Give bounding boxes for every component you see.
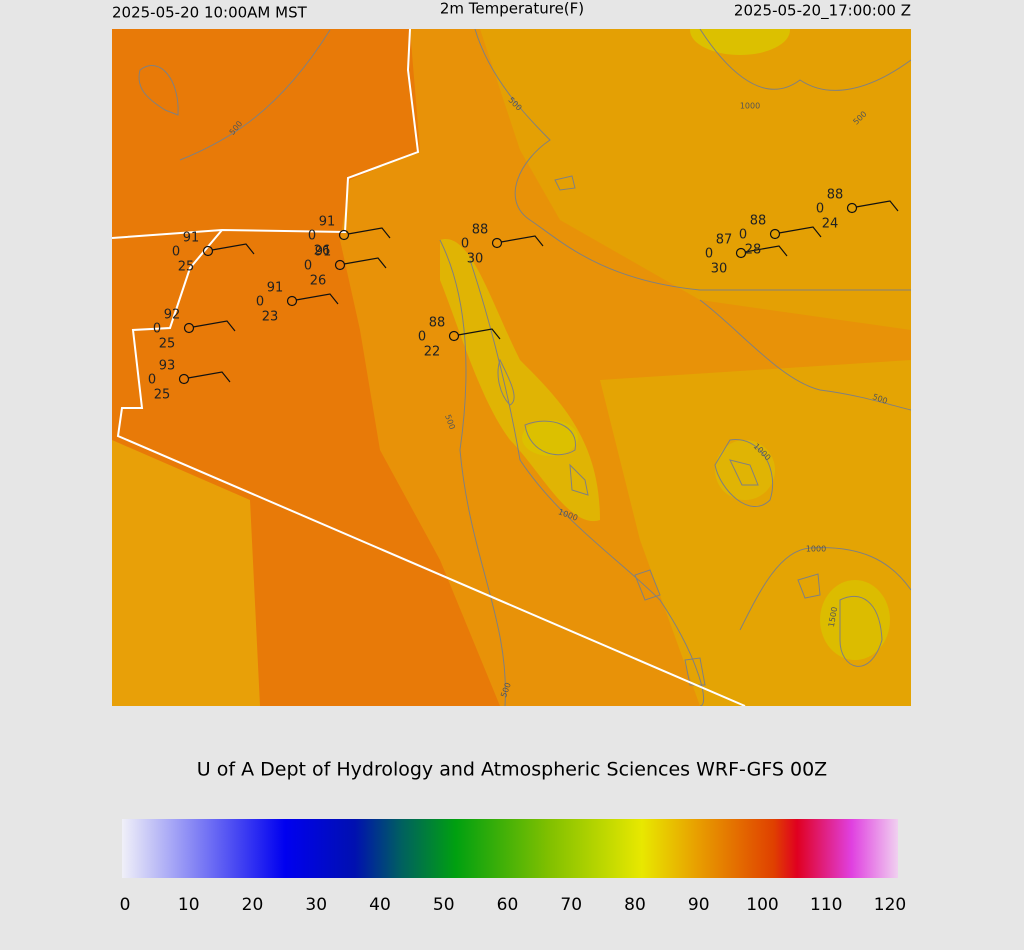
- dewpoint: 25: [159, 337, 176, 352]
- temperature: 88: [750, 214, 767, 229]
- dewpoint: 23: [262, 310, 279, 325]
- station-marker: [183, 322, 195, 334]
- temperature: 88: [472, 223, 489, 238]
- colorbar-tick-label: 10: [178, 895, 200, 915]
- wind-barb: [343, 257, 387, 269]
- pressure-flag: 0: [304, 259, 312, 274]
- dewpoint: 30: [711, 262, 728, 277]
- contour-label: 1000: [806, 545, 826, 554]
- dewpoint: 26: [314, 244, 331, 259]
- colorbar-tick-label: 40: [369, 895, 391, 915]
- colorbar-tick-label: 60: [497, 895, 519, 915]
- contour-label: 1000: [740, 102, 760, 111]
- pressure-flag: 0: [739, 228, 747, 243]
- colorbar-ticks: 0 10 20 30 40 50 60 70 80 90 100 110 120: [120, 895, 907, 915]
- wind-barb: [192, 320, 236, 332]
- colorbar-tick-label: 70: [560, 895, 582, 915]
- pressure-flag: 0: [461, 237, 469, 252]
- colorbar-tick-label: 120: [874, 895, 906, 915]
- wind-barb: [211, 243, 255, 255]
- pressure-flag: 0: [256, 295, 264, 310]
- colorbar-tick-label: 90: [688, 895, 710, 915]
- colorbar-tick-label: 0: [120, 895, 131, 915]
- peak: [715, 440, 775, 500]
- colorbar-tick-label: 110: [810, 895, 842, 915]
- wind-barb: [347, 227, 391, 239]
- stations: 9102591026910269102392025930258803088022…: [148, 188, 899, 403]
- temperature: 91: [267, 281, 284, 296]
- pressure-flag: 0: [153, 322, 161, 337]
- pressure-flag: 0: [705, 247, 713, 262]
- borders: [112, 29, 746, 706]
- wind-barb: [187, 371, 231, 383]
- pressure-flag: 0: [308, 229, 316, 244]
- pressure-flag: 0: [418, 330, 426, 345]
- pressure-flag: 0: [172, 245, 180, 260]
- valid-local: 2025-05-20 10:00AM MST: [112, 4, 308, 22]
- station-marker: [286, 295, 298, 307]
- title: 2m Temperature(F): [440, 0, 584, 18]
- temperature: 87: [716, 233, 733, 248]
- colorbar-tick-label: 50: [433, 895, 455, 915]
- colorbar-tick-label: 30: [305, 895, 327, 915]
- station-marker: [334, 259, 346, 271]
- colorbar-tick-label: 20: [242, 895, 264, 915]
- station-marker: [178, 373, 190, 385]
- temperature: 92: [164, 308, 181, 323]
- region: [112, 440, 260, 706]
- station-marker: [338, 229, 350, 241]
- dewpoint: 30: [467, 252, 484, 267]
- temperature: 91: [183, 231, 200, 246]
- station-marker: [735, 247, 747, 259]
- colorbar-tick-label: 100: [746, 895, 778, 915]
- dewpoint: 28: [745, 243, 762, 258]
- dewpoint: 26: [310, 274, 327, 289]
- region: [480, 29, 911, 330]
- temperature: 91: [315, 245, 332, 260]
- colorbar-tick-label: 80: [624, 895, 646, 915]
- peak: [820, 580, 890, 660]
- peak: [522, 420, 578, 456]
- temperature: 93: [159, 359, 176, 374]
- dewpoint: 22: [424, 345, 441, 360]
- temperature: 91: [319, 215, 336, 230]
- colorbar: [122, 819, 898, 878]
- credit: U of A Dept of Hydrology and Atmospheric…: [197, 759, 827, 781]
- station-marker: [491, 237, 503, 249]
- temperature: 88: [827, 188, 844, 203]
- dewpoint: 24: [822, 217, 839, 232]
- wind-barb: [855, 200, 899, 212]
- contour-label: 1500: [827, 606, 839, 628]
- station-marker: [769, 228, 781, 240]
- pressure-flag: 0: [816, 202, 824, 217]
- station-marker: [846, 202, 858, 214]
- station-marker: [202, 245, 214, 257]
- temperature: 88: [429, 316, 446, 331]
- dewpoint: 25: [154, 388, 171, 403]
- wind-barb: [744, 245, 788, 257]
- contours: [138, 29, 911, 706]
- valid-utc: 2025-05-20_17:00:00 Z: [734, 2, 911, 21]
- station-marker: [448, 330, 460, 342]
- pressure-flag: 0: [148, 373, 156, 388]
- map: [112, 29, 911, 706]
- peak: [690, 29, 790, 55]
- wind-barb: [295, 293, 339, 305]
- dewpoint: 25: [178, 260, 195, 275]
- wind-barb: [500, 235, 544, 247]
- wind-barb: [778, 226, 822, 238]
- wind-barb: [457, 328, 501, 340]
